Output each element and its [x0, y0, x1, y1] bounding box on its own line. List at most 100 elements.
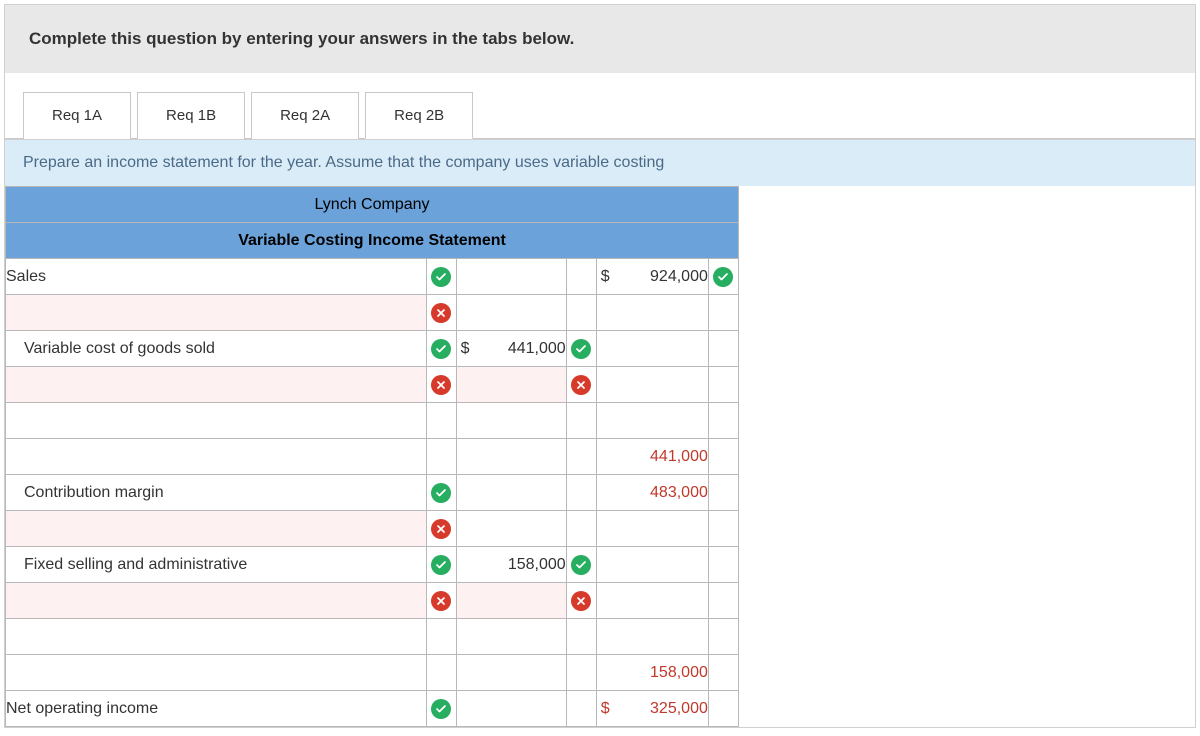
- row-value-2-check: [708, 331, 738, 367]
- row-value-1-check: [566, 619, 596, 655]
- row-label: [6, 511, 427, 547]
- row-value-1-check: [566, 331, 596, 367]
- row-label-check: [426, 403, 456, 439]
- cross-icon: [431, 375, 451, 395]
- row-value-1: [456, 619, 566, 655]
- row-value-2[interactable]: 441,000: [596, 439, 708, 475]
- row-label-check: [426, 583, 456, 619]
- table-row: [6, 511, 739, 547]
- row-label: [6, 439, 427, 475]
- check-icon: [571, 339, 591, 359]
- row-value-1-check: [566, 691, 596, 727]
- table-header-title: Variable Costing Income Statement: [6, 223, 739, 259]
- row-value-1-check: [566, 475, 596, 511]
- row-value-1: [456, 403, 566, 439]
- row-value-1-check: [566, 403, 596, 439]
- check-icon: [431, 483, 451, 503]
- row-value-1[interactable]: $441,000: [456, 331, 566, 367]
- row-value-2[interactable]: 483,000: [596, 475, 708, 511]
- row-label-check: [426, 259, 456, 295]
- tab-subheading: Prepare an income statement for the year…: [5, 139, 1195, 186]
- table-header-company: Lynch Company: [6, 187, 739, 223]
- row-value-2-check: [708, 691, 738, 727]
- table-row: [6, 295, 739, 331]
- table-row: Contribution margin 483,000: [6, 475, 739, 511]
- table-row: Fixed selling and administrative 158,000: [6, 547, 739, 583]
- row-value-2-check: [708, 439, 738, 475]
- row-value-2-check: [708, 295, 738, 331]
- row-value-1-check: [566, 295, 596, 331]
- row-value-2: [596, 511, 708, 547]
- instruction-text: Complete this question by entering your …: [29, 29, 574, 48]
- table-row: Sales $924,000: [6, 259, 739, 295]
- table-row: 158,000: [6, 655, 739, 691]
- row-value-2-check: [708, 655, 738, 691]
- row-value-2-check: [708, 475, 738, 511]
- cross-icon: [431, 519, 451, 539]
- row-label-check: [426, 691, 456, 727]
- tab-req-2b[interactable]: Req 2B: [365, 92, 473, 139]
- row-value-1: [456, 259, 566, 295]
- check-icon: [713, 267, 733, 287]
- check-icon: [431, 267, 451, 287]
- row-label-check: [426, 547, 456, 583]
- row-value-1: [456, 475, 566, 511]
- row-value-2: [596, 367, 708, 403]
- row-label-check: [426, 295, 456, 331]
- row-label-check: [426, 331, 456, 367]
- row-value-1: [456, 295, 566, 331]
- row-value-1-check: [566, 583, 596, 619]
- subheading-text: Prepare an income statement for the year…: [23, 154, 664, 171]
- row-value-1: [456, 583, 566, 619]
- row-value-1: [456, 439, 566, 475]
- row-value-2: [596, 295, 708, 331]
- cross-icon: [431, 591, 451, 611]
- row-value-2: [596, 403, 708, 439]
- row-value-2: [596, 547, 708, 583]
- table-row: [6, 367, 739, 403]
- row-value-2[interactable]: $924,000: [596, 259, 708, 295]
- row-value-1: [456, 511, 566, 547]
- row-value-2[interactable]: 158,000: [596, 655, 708, 691]
- row-label: [6, 583, 427, 619]
- row-value-2-check: [708, 511, 738, 547]
- row-value-1-check: [566, 259, 596, 295]
- row-value-1: [456, 367, 566, 403]
- tab-req-1a[interactable]: Req 1A: [23, 92, 131, 139]
- row-label-check: [426, 439, 456, 475]
- row-value-1[interactable]: 158,000: [456, 547, 566, 583]
- row-value-2-check: [708, 367, 738, 403]
- row-value-2-check: [708, 547, 738, 583]
- row-value-1-check: [566, 655, 596, 691]
- row-value-1-check: [566, 439, 596, 475]
- row-label[interactable]: Variable cost of goods sold: [6, 331, 427, 367]
- row-value-2-check: [708, 259, 738, 295]
- row-value-1: [456, 691, 566, 727]
- tab-req-2a[interactable]: Req 2A: [251, 92, 359, 139]
- cross-icon: [571, 591, 591, 611]
- row-label[interactable]: Net operating income: [6, 691, 427, 727]
- check-icon: [431, 339, 451, 359]
- row-label-check: [426, 619, 456, 655]
- row-label-check: [426, 475, 456, 511]
- row-value-2-check: [708, 583, 738, 619]
- row-label[interactable]: Contribution margin: [6, 475, 427, 511]
- row-value-2-check: [708, 403, 738, 439]
- row-label: [6, 367, 427, 403]
- table-row: [6, 619, 739, 655]
- row-label-check: [426, 511, 456, 547]
- row-label: [6, 403, 427, 439]
- row-label[interactable]: Sales: [6, 259, 427, 295]
- tab-req-1b[interactable]: Req 1B: [137, 92, 245, 139]
- question-container: Complete this question by entering your …: [4, 4, 1196, 728]
- statement-wrap: Lynch Company Variable Costing Income St…: [5, 186, 1195, 727]
- row-value-1-check: [566, 511, 596, 547]
- row-label[interactable]: Fixed selling and administrative: [6, 547, 427, 583]
- row-value-2: [596, 583, 708, 619]
- row-value-1-check: [566, 367, 596, 403]
- row-label-check: [426, 655, 456, 691]
- row-value-2: [596, 331, 708, 367]
- check-icon: [431, 555, 451, 575]
- table-row: Variable cost of goods sold $441,000: [6, 331, 739, 367]
- row-value-2[interactable]: $325,000: [596, 691, 708, 727]
